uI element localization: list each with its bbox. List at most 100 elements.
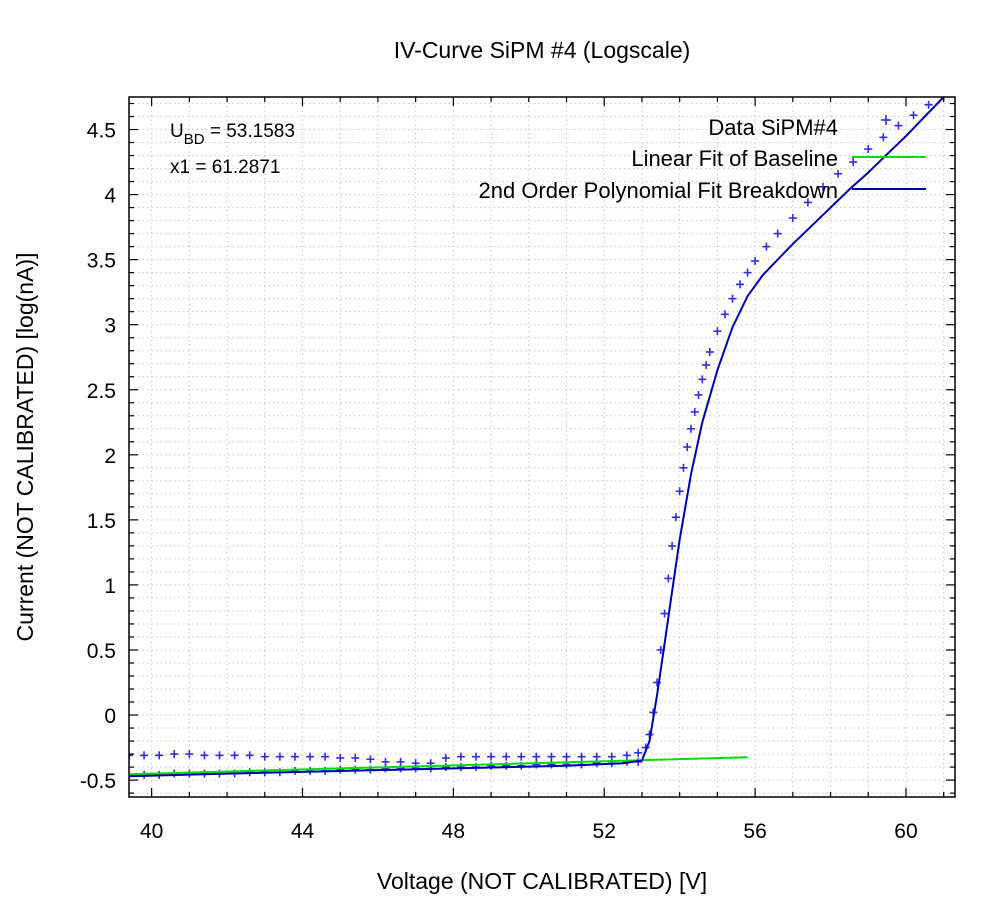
ubd-annotation: UBD = 53.1583: [170, 121, 295, 148]
x-tick-label: 48: [442, 820, 465, 843]
data-point: [577, 752, 586, 761]
data-point: [720, 310, 729, 319]
x1-annotation: x1 = 61.2871: [170, 157, 280, 178]
data-point: [634, 748, 643, 757]
data-point: [245, 751, 254, 760]
data-point: [532, 752, 541, 761]
data-point: [336, 753, 345, 762]
data-point: [705, 348, 714, 357]
data-point: [751, 256, 760, 265]
x-tick-label: 56: [743, 820, 766, 843]
data-point: [818, 182, 827, 191]
ubd-value: = 53.1583: [205, 121, 295, 142]
data-point: [290, 766, 299, 775]
data-point: [185, 750, 194, 759]
plot-area: [129, 97, 945, 779]
data-point: [864, 145, 873, 154]
y-tick-label: 0.5: [87, 640, 116, 663]
data-point: [788, 214, 797, 223]
data-point: [675, 487, 684, 496]
legend-label-linear-fit: Linear Fit of Baseline: [631, 146, 838, 171]
data-point: [909, 111, 918, 120]
data-point: [894, 121, 903, 130]
legend-label-poly-fit: 2nd Order Polynomial Fit Breakdown: [479, 178, 839, 203]
data-point: [698, 375, 707, 384]
data-point: [728, 294, 737, 303]
y-tick-labels: -0.5 0 0.5 1 1.5 2 2.5 3 3.5 4 4.5: [80, 120, 117, 794]
data-point: [924, 100, 933, 109]
data-point: [660, 609, 669, 618]
data-point: [849, 158, 858, 167]
y-axis-title: Current (NOT CALIBRATED) [log(nA)]: [12, 253, 38, 642]
data-point: [762, 242, 771, 251]
data-point: [743, 268, 752, 277]
data-point: [694, 390, 703, 399]
data-point: [679, 463, 688, 472]
data-point: [517, 752, 526, 761]
data-point: [686, 424, 695, 433]
data-point: [290, 752, 299, 761]
ubd-symbol: U: [170, 121, 184, 142]
data-point: [683, 443, 692, 451]
data-point: [773, 229, 782, 238]
data-point: [456, 752, 465, 761]
fit-line: [129, 756, 748, 776]
data-point: [381, 764, 390, 773]
data-point: [487, 752, 496, 761]
data-point: [671, 513, 680, 522]
data-point: [396, 764, 405, 773]
data-point: [215, 751, 224, 760]
data-point: [834, 169, 843, 178]
legend-marker-data: [881, 115, 891, 125]
data-point: [879, 133, 888, 142]
fit-line: [129, 97, 945, 778]
data-point: [260, 752, 269, 761]
y-tick-label: 3.5: [87, 250, 116, 273]
data-point: [547, 752, 556, 761]
y-tick-label: 4: [104, 185, 116, 208]
data-point: [230, 751, 239, 760]
data-point: [170, 750, 179, 759]
x-tick-labels: 40 44 48 52 56 60: [140, 820, 918, 843]
series-1: [129, 756, 748, 776]
data-point: [366, 755, 375, 764]
legend-label-data: Data SiPM#4: [708, 115, 838, 140]
data-point: [502, 752, 511, 761]
data-point: [562, 752, 571, 761]
legend: Data SiPM#4 Linear Fit of Baseline 2nd O…: [479, 115, 926, 203]
x-tick-label: 60: [894, 820, 917, 843]
plot-frame: [128, 96, 956, 798]
y-tick-label: -0.5: [80, 770, 116, 793]
data-point: [200, 751, 209, 760]
data-point: [140, 751, 149, 760]
x-axis-title: Voltage (NOT CALIBRATED) [V]: [377, 868, 707, 894]
y-tick-label: 2: [104, 445, 116, 468]
data-point: [441, 753, 450, 762]
data-point: [668, 541, 677, 550]
chart-title: IV-Curve SiPM #4 (Logscale): [394, 37, 691, 63]
data-point: [321, 752, 330, 761]
data-point: [471, 752, 480, 761]
data-point: [702, 361, 711, 370]
series-2: [129, 97, 945, 778]
data-point: [351, 753, 360, 762]
x-tick-label: 52: [593, 820, 616, 843]
data-point: [803, 198, 812, 207]
data-point: [129, 751, 133, 760]
data-point: [664, 574, 673, 583]
y-tick-label: 4.5: [87, 120, 116, 143]
data-point: [155, 751, 164, 760]
y-tick-label: 3: [104, 315, 116, 338]
data-point: [306, 752, 315, 761]
data-point: [275, 752, 284, 761]
data-point: [713, 327, 722, 336]
data-point: [336, 765, 345, 774]
axis-ticks: [129, 97, 955, 797]
data-point: [690, 407, 699, 416]
y-tick-label: 1.5: [87, 510, 116, 533]
data-point: [441, 763, 450, 772]
data-point: [736, 280, 745, 289]
y-tick-label: 1: [104, 575, 116, 598]
y-tick-label: 0: [104, 705, 116, 728]
